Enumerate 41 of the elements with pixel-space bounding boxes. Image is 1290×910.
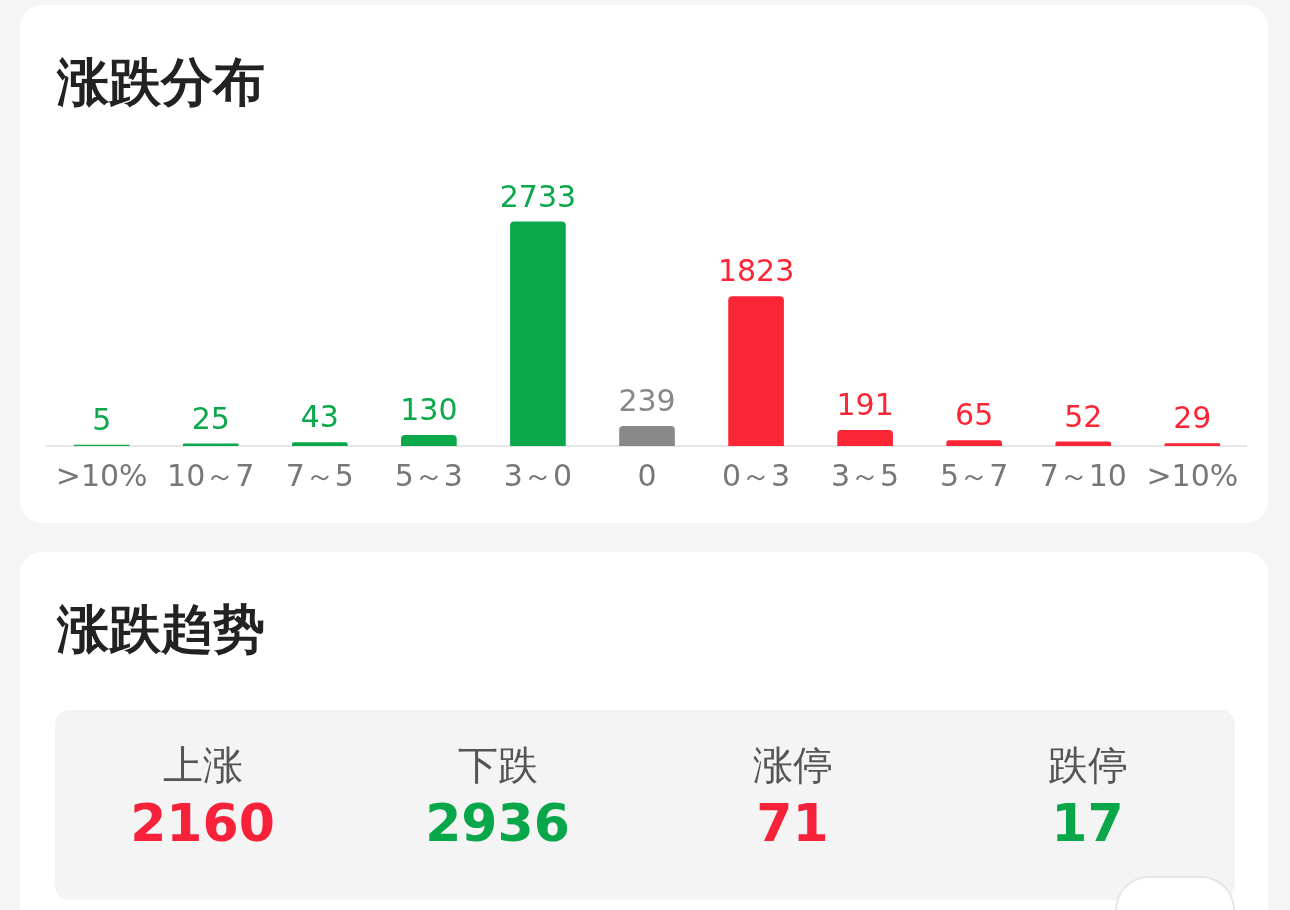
category-label: 上涨	[161, 741, 244, 790]
bar	[837, 430, 893, 446]
text: 涨跌趋势	[57, 598, 265, 661]
data-label: 65	[955, 397, 994, 433]
x-tick-label: 10～7	[167, 457, 255, 493]
bar	[401, 435, 457, 446]
category-label: 涨停	[751, 741, 834, 790]
bar	[510, 221, 566, 446]
data-label: 25	[191, 400, 230, 436]
data-label: 71	[755, 792, 830, 855]
x-tick-label: >10%	[55, 457, 148, 493]
x-tick-label: >10%	[1146, 457, 1239, 493]
x-tick-label: 0	[637, 457, 657, 493]
x-tick-label: 7～10	[1039, 457, 1127, 493]
category-label: 跌停	[1046, 741, 1129, 790]
data-label: 29	[1173, 400, 1212, 436]
data-label: 2160	[129, 792, 276, 855]
bar	[1164, 443, 1221, 446]
x-tick-label: 7～5	[285, 457, 354, 493]
data-label: 191	[836, 387, 894, 423]
data-label: 2936	[424, 792, 571, 855]
x-tick-label: 0～3	[721, 457, 791, 493]
bar	[946, 440, 1003, 446]
x-tick-label: 5～3	[394, 457, 463, 493]
x-tick-label: 3～0	[503, 457, 573, 493]
data-label: 52	[1064, 398, 1103, 434]
bar	[728, 296, 784, 446]
data-label: 130	[400, 392, 458, 428]
data-label: 5	[92, 401, 112, 437]
data-label: 2733	[499, 178, 577, 214]
category-label: 下跌	[456, 741, 539, 790]
data-label: 17	[1050, 792, 1125, 855]
x-tick-label: 3～5	[831, 457, 900, 493]
x-tick-label: 5～7	[940, 457, 1009, 493]
data-label: 239	[618, 383, 676, 419]
bar	[291, 442, 348, 446]
data-label: 43	[300, 399, 339, 435]
data-label: 1823	[717, 253, 795, 289]
bar	[1055, 441, 1112, 446]
bar	[619, 426, 675, 446]
chart-title: 涨跌分布	[57, 51, 265, 114]
